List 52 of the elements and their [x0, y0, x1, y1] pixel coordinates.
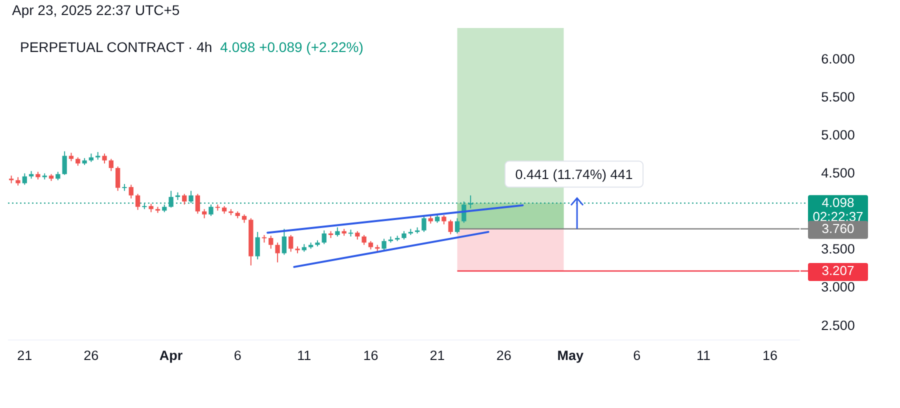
- y-tick-label: 4.500: [821, 166, 855, 181]
- candlestick: [448, 219, 453, 235]
- y-tick-label: 5.000: [821, 128, 855, 143]
- candlestick: [115, 166, 120, 192]
- candlestick: [182, 193, 187, 206]
- y-tick-label: 3.000: [821, 280, 855, 295]
- candlestick: [335, 226, 340, 238]
- candlestick: [255, 231, 260, 260]
- x-tick-label: Apr: [159, 348, 184, 363]
- x-tick-label: 21: [430, 348, 445, 363]
- candlestick: [282, 228, 287, 256]
- text: PERPETUAL CONTRACT · 4h: [20, 39, 212, 55]
- candlestick: [135, 193, 140, 210]
- text: Apr 23, 2025 22:37 UTC+5: [12, 2, 180, 18]
- x-tick-label: 11: [696, 348, 711, 363]
- candlestick: [382, 238, 386, 251]
- x-tick-label: 16: [762, 348, 778, 363]
- candlestick: [188, 190, 194, 204]
- candlestick: [195, 193, 200, 214]
- y-tick-label: 2.500: [821, 318, 855, 333]
- x-tick-label: 26: [496, 348, 512, 363]
- y-tick-label: 3.500: [821, 242, 855, 257]
- x-tick-label: 26: [84, 348, 99, 363]
- candlestick: [288, 234, 294, 252]
- x-tick-label: 6: [234, 348, 242, 363]
- candlestick: [454, 218, 460, 234]
- y-tick-label: 6.000: [821, 51, 855, 66]
- x-tick-label: 16: [363, 348, 378, 363]
- x-tick-label: May: [557, 348, 584, 363]
- candlestick: [202, 208, 207, 219]
- x-tick-label: 21: [17, 348, 32, 363]
- y-tick-label: 5.500: [821, 89, 855, 104]
- candlestick: [322, 230, 326, 245]
- candlestick: [62, 150, 67, 176]
- candlestick: [128, 184, 134, 199]
- candlestick: [268, 235, 274, 250]
- candlestick: [422, 214, 426, 232]
- candlestick: [442, 214, 446, 225]
- ref-line-label: 4.098: [822, 195, 854, 210]
- candlestick: [102, 153, 107, 164]
- candlestick: [468, 194, 473, 209]
- candlestick: [168, 190, 174, 208]
- candlestick: [275, 242, 280, 263]
- annotation: 0.441 (11.74%) 441: [515, 167, 633, 182]
- text: 4.098 +0.089 (+2.22%): [220, 39, 364, 55]
- x-tick-label: 11: [297, 348, 312, 363]
- candlestick: [108, 158, 114, 172]
- ref-line-label: 3.207: [822, 262, 854, 278]
- x-tick-label: 6: [633, 348, 641, 363]
- candlestick: [362, 234, 366, 246]
- candlestick: [208, 204, 214, 216]
- candlestick: [22, 172, 27, 186]
